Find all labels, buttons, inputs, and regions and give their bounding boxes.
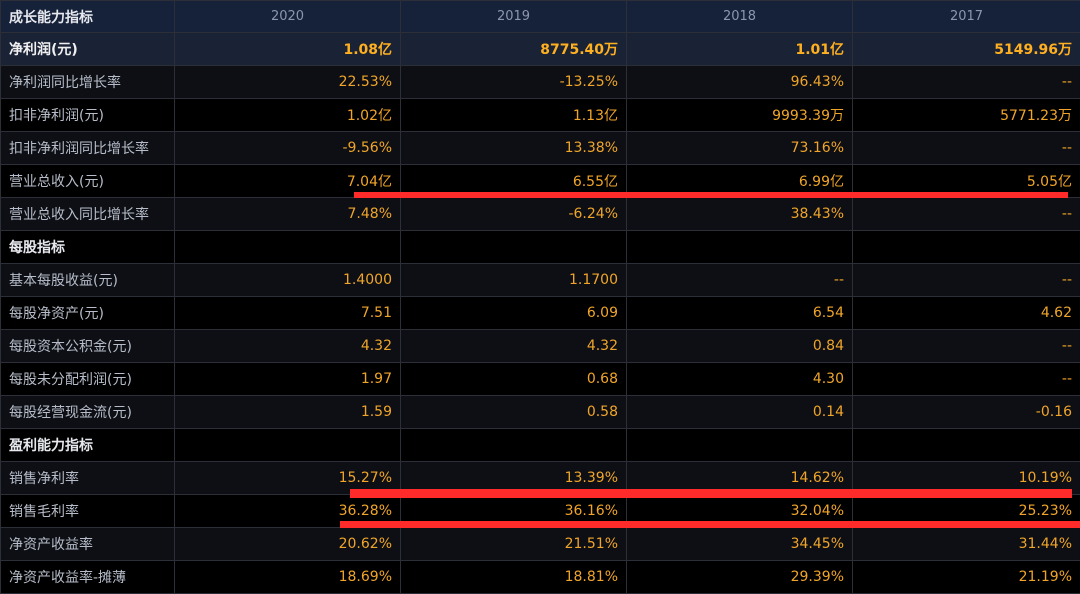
- row-label: 每股净资产(元): [1, 297, 175, 330]
- cell-value: 96.43%: [627, 66, 853, 99]
- table-row: 营业总收入同比增长率 7.48% -6.24% 38.43% --: [1, 198, 1080, 231]
- cell-value: [627, 429, 853, 462]
- cell-value: [175, 231, 401, 264]
- cell-value: 0.68: [401, 363, 627, 396]
- table-row: 净资产收益率-摊薄 18.69% 18.81% 29.39% 21.19%: [1, 561, 1080, 594]
- cell-value: 34.45%: [627, 528, 853, 561]
- cell-value: [401, 231, 627, 264]
- table-row: 扣非净利润(元) 1.02亿 1.13亿 9993.39万 5771.23万: [1, 99, 1080, 132]
- cell-value: 38.43%: [627, 198, 853, 231]
- table-row: 每股资本公积金(元) 4.32 4.32 0.84 --: [1, 330, 1080, 363]
- cell-value: [401, 429, 627, 462]
- table-header-row: 成长能力指标 2020 2019 2018 2017: [1, 1, 1080, 33]
- cell-value: 1.4000: [175, 264, 401, 297]
- cell-value: 21.19%: [853, 561, 1080, 594]
- column-header-2017[interactable]: 2017: [853, 1, 1080, 33]
- cell-value: 1.08亿: [175, 33, 401, 66]
- cell-value: 6.54: [627, 297, 853, 330]
- cell-value: 18.69%: [175, 561, 401, 594]
- section-title: 每股指标: [1, 231, 175, 264]
- section-header-row: 每股指标: [1, 231, 1080, 264]
- cell-value: [175, 429, 401, 462]
- cell-value: [853, 231, 1080, 264]
- cell-value: 29.39%: [627, 561, 853, 594]
- cell-value: -0.16: [853, 396, 1080, 429]
- section-header-row: 盈利能力指标: [1, 429, 1080, 462]
- annotation-red-line-gross-margin: [340, 521, 1080, 528]
- table-row: 每股净资产(元) 7.51 6.09 6.54 4.62: [1, 297, 1080, 330]
- cell-value: [627, 231, 853, 264]
- cell-value: --: [853, 198, 1080, 231]
- table-row: 每股经营现金流(元) 1.59 0.58 0.14 -0.16: [1, 396, 1080, 429]
- cell-value: --: [853, 264, 1080, 297]
- row-label: 每股资本公积金(元): [1, 330, 175, 363]
- row-label: 销售净利率: [1, 462, 175, 495]
- row-label: 净利润同比增长率: [1, 66, 175, 99]
- row-label: 营业总收入(元): [1, 165, 175, 198]
- cell-value: --: [853, 66, 1080, 99]
- cell-value: 13.38%: [401, 132, 627, 165]
- table-row: 净利润同比增长率 22.53% -13.25% 96.43% --: [1, 66, 1080, 99]
- cell-value: 21.51%: [401, 528, 627, 561]
- cell-value: 4.30: [627, 363, 853, 396]
- cell-value: [853, 429, 1080, 462]
- corner-label: 成长能力指标: [1, 1, 175, 33]
- table-row: 扣非净利润同比增长率 -9.56% 13.38% 73.16% --: [1, 132, 1080, 165]
- cell-value: 18.81%: [401, 561, 627, 594]
- cell-value: 4.32: [175, 330, 401, 363]
- cell-value: 4.32: [401, 330, 627, 363]
- cell-value: --: [853, 363, 1080, 396]
- cell-value: 4.62: [853, 297, 1080, 330]
- row-label: 基本每股收益(元): [1, 264, 175, 297]
- table-row: 净资产收益率 20.62% 21.51% 34.45% 31.44%: [1, 528, 1080, 561]
- annotation-red-line-net-margin: [350, 489, 1072, 498]
- cell-value: 73.16%: [627, 132, 853, 165]
- cell-value: 1.1700: [401, 264, 627, 297]
- section-title: 盈利能力指标: [1, 429, 175, 462]
- column-header-2018[interactable]: 2018: [627, 1, 853, 33]
- row-label: 净资产收益率: [1, 528, 175, 561]
- cell-value: 7.48%: [175, 198, 401, 231]
- cell-value: 5771.23万: [853, 99, 1080, 132]
- cell-value: --: [627, 264, 853, 297]
- row-label: 营业总收入同比增长率: [1, 198, 175, 231]
- cell-value: 0.58: [401, 396, 627, 429]
- row-label: 每股经营现金流(元): [1, 396, 175, 429]
- column-header-2020[interactable]: 2020: [175, 1, 401, 33]
- cell-value: -13.25%: [401, 66, 627, 99]
- row-label: 扣非净利润(元): [1, 99, 175, 132]
- cell-value: 6.09: [401, 297, 627, 330]
- row-label: 净资产收益率-摊薄: [1, 561, 175, 594]
- cell-value: 5149.96万: [853, 33, 1080, 66]
- cell-value: 1.02亿: [175, 99, 401, 132]
- column-header-2019[interactable]: 2019: [401, 1, 627, 33]
- cell-value: 31.44%: [853, 528, 1080, 561]
- cell-value: -9.56%: [175, 132, 401, 165]
- table-row: 每股未分配利润(元) 1.97 0.68 4.30 --: [1, 363, 1080, 396]
- table-row-net-profit: 净利润(元) 1.08亿 8775.40万 1.01亿 5149.96万: [1, 33, 1080, 66]
- cell-value: 1.59: [175, 396, 401, 429]
- cell-value: 22.53%: [175, 66, 401, 99]
- cell-value: 0.14: [627, 396, 853, 429]
- cell-value: 7.51: [175, 297, 401, 330]
- cell-value: 1.13亿: [401, 99, 627, 132]
- cell-value: 0.84: [627, 330, 853, 363]
- cell-value: 9993.39万: [627, 99, 853, 132]
- annotation-red-line-revenue: [354, 192, 1068, 198]
- cell-value: 8775.40万: [401, 33, 627, 66]
- cell-value: 1.97: [175, 363, 401, 396]
- table-row: 基本每股收益(元) 1.4000 1.1700 -- --: [1, 264, 1080, 297]
- cell-value: 1.01亿: [627, 33, 853, 66]
- row-label: 净利润(元): [1, 33, 175, 66]
- cell-value: 20.62%: [175, 528, 401, 561]
- cell-value: --: [853, 330, 1080, 363]
- row-label: 销售毛利率: [1, 495, 175, 528]
- row-label: 每股未分配利润(元): [1, 363, 175, 396]
- cell-value: --: [853, 132, 1080, 165]
- cell-value: -6.24%: [401, 198, 627, 231]
- row-label: 扣非净利润同比增长率: [1, 132, 175, 165]
